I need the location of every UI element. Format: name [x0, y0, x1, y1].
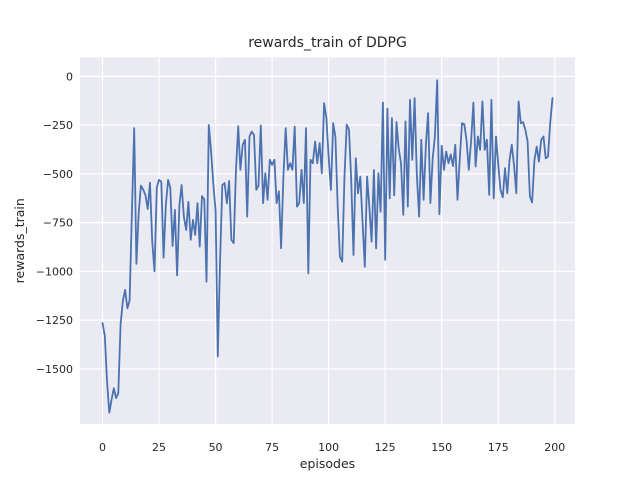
- x-tick-labels: 0 25 50 75 100 125 150 175 200: [99, 441, 565, 454]
- x-tick-label: 150: [431, 441, 452, 454]
- x-tick-label: 0: [99, 441, 106, 454]
- y-tick-label: −1250: [36, 314, 73, 327]
- y-tick-labels: 0 −250 −500 −750 −1000 −1250 −1500: [36, 70, 73, 375]
- x-tick-label: 200: [544, 441, 565, 454]
- y-axis-label: rewards_train: [12, 198, 27, 283]
- x-axis-label: episodes: [300, 456, 355, 471]
- y-tick-label: −1500: [36, 363, 73, 376]
- x-tick-label: 100: [318, 441, 339, 454]
- y-tick-label: −1000: [36, 265, 73, 278]
- x-tick-label: 50: [209, 441, 223, 454]
- reward-line-series: [101, 79, 554, 414]
- x-tick-label: 175: [488, 441, 509, 454]
- x-tick-label: 75: [265, 441, 279, 454]
- chart-title: rewards_train of DDPG: [248, 35, 407, 51]
- y-tick-label: −250: [43, 119, 73, 132]
- line-series-layer: [101, 79, 554, 414]
- y-tick-label: −500: [43, 168, 73, 181]
- y-tick-label: −750: [43, 217, 73, 230]
- y-tick-label: 0: [66, 70, 73, 83]
- x-tick-label: 25: [152, 441, 166, 454]
- x-tick-label: 125: [375, 441, 396, 454]
